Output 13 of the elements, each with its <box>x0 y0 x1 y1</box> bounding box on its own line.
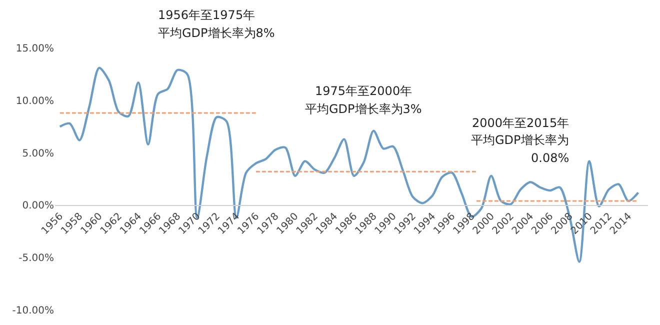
text: 平均GDP增长率为8% <box>158 26 275 40</box>
annotation: 平均GDP增长率为3% <box>305 102 422 116</box>
annotation: 2000年至2015年 <box>472 116 570 130</box>
annotation: 0.08% <box>531 151 570 165</box>
annotation: 平均GDP增长率为 <box>471 133 569 147</box>
y-tick-label: 10.00% <box>16 96 54 107</box>
y-tick-label: -5.00% <box>18 253 54 264</box>
y-tick-label: 0.00% <box>22 200 54 212</box>
y-tick-label: 15.00% <box>16 44 54 54</box>
annotation: 1975年至2000年 <box>315 84 412 98</box>
y-tick-label: 5.00% <box>22 148 54 160</box>
y-tick-label: -10.00% <box>12 306 54 316</box>
text: 1956年至1975年 <box>158 8 256 22</box>
